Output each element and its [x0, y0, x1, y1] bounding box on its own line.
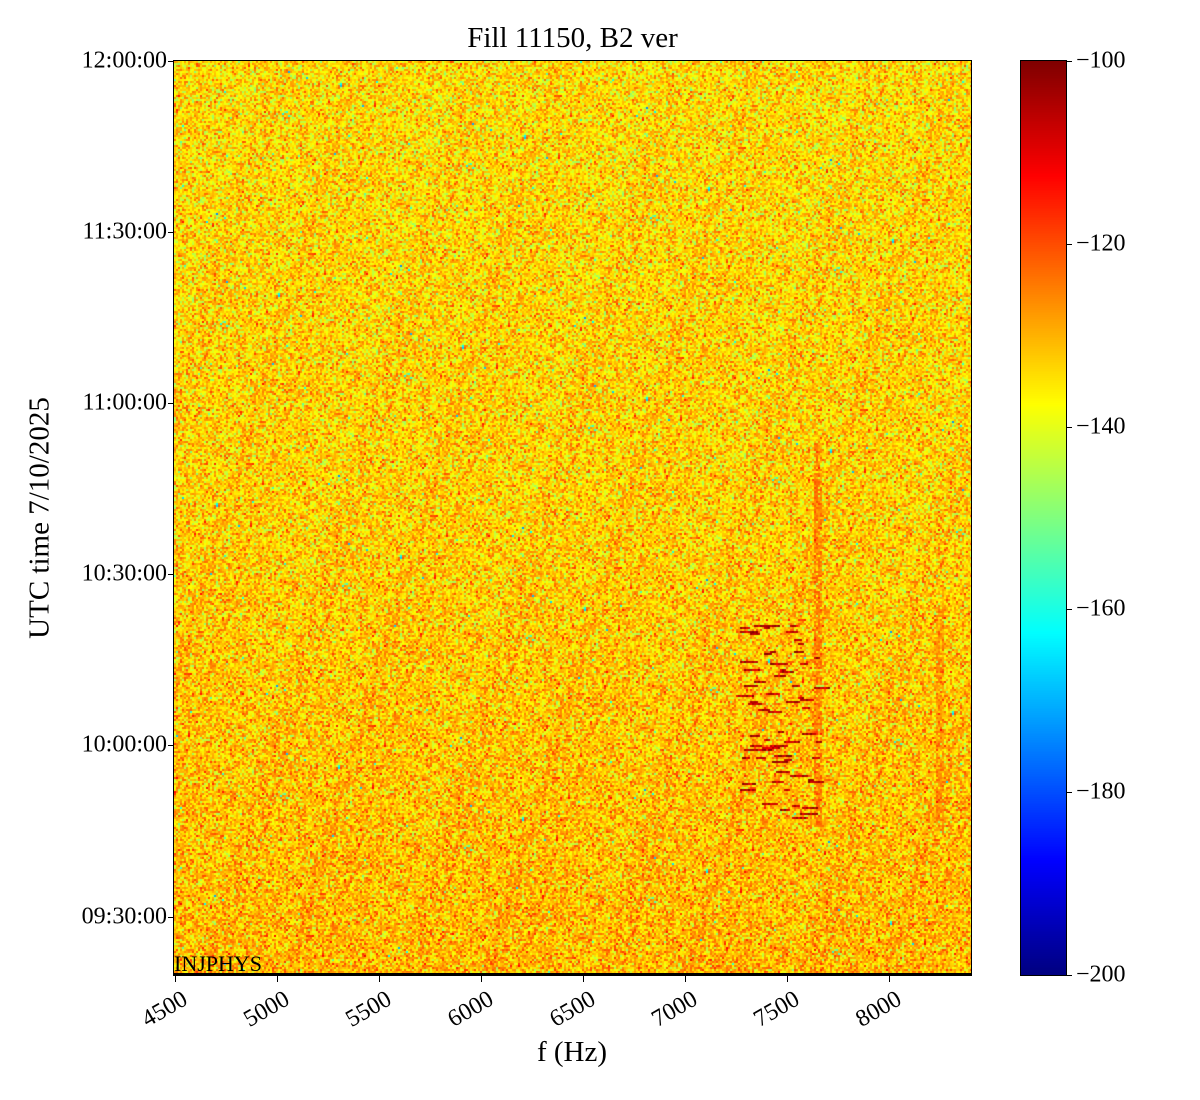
colorbar-tick [1066, 792, 1072, 794]
colorbar-tick [1066, 61, 1072, 62]
x-tick [481, 976, 483, 982]
colorbar-tick [1066, 975, 1072, 976]
x-tick-label: 5500 [341, 986, 397, 1033]
x-tick [685, 976, 687, 982]
y-tick-label: 11:30:00 [82, 218, 167, 245]
y-tick [168, 916, 174, 918]
colorbar-tick [1066, 243, 1072, 245]
y-axis-label: UTC time 7/10/2025 [23, 397, 56, 639]
colorbar-tick-label: −200 [1076, 961, 1126, 988]
x-tick-label: 4500 [137, 986, 193, 1033]
y-tick [168, 403, 174, 405]
x-tick-label: 7000 [647, 986, 703, 1033]
y-tick [168, 232, 174, 234]
x-tick [379, 976, 381, 982]
spectrogram-plot-area [173, 60, 972, 976]
chart-title: Fill 11150, B2 ver [467, 22, 678, 54]
y-tick-label: 11:00:00 [82, 389, 167, 416]
y-tick-label: 10:30:00 [81, 560, 167, 587]
colorbar-tick-label: −180 [1076, 778, 1126, 805]
y-tick [168, 574, 174, 576]
colorbar-tick-label: −160 [1076, 595, 1126, 622]
x-tick-label: 7500 [749, 986, 805, 1033]
y-tick [168, 61, 174, 62]
y-tick-label: 10:00:00 [81, 731, 167, 758]
x-tick [175, 976, 177, 982]
colorbar-tick [1066, 609, 1072, 611]
x-tick-label: 6500 [545, 986, 601, 1033]
colorbar-gradient [1021, 61, 1066, 975]
colorbar-tick-label: −120 [1076, 230, 1126, 257]
y-tick [168, 745, 174, 747]
x-tick-label: 8000 [851, 986, 907, 1033]
colorbar-tick-label: −140 [1076, 413, 1126, 440]
spectrogram-heatmap [174, 61, 971, 975]
y-tick-label: 12:00:00 [81, 47, 167, 74]
x-axis-label: f (Hz) [536, 1036, 608, 1068]
x-tick [277, 976, 279, 982]
x-tick-label: 6000 [443, 986, 499, 1033]
x-tick-label: 5000 [239, 986, 295, 1033]
x-axis-spine [173, 973, 972, 976]
annotation-label: INJPHYS [174, 951, 263, 976]
colorbar-tick-label: −100 [1076, 47, 1126, 74]
colorbar [1020, 60, 1067, 976]
y-tick-label: 09:30:00 [81, 903, 167, 930]
x-tick [583, 976, 585, 982]
x-tick [889, 976, 891, 982]
colorbar-tick [1066, 426, 1072, 428]
x-tick [787, 976, 789, 982]
